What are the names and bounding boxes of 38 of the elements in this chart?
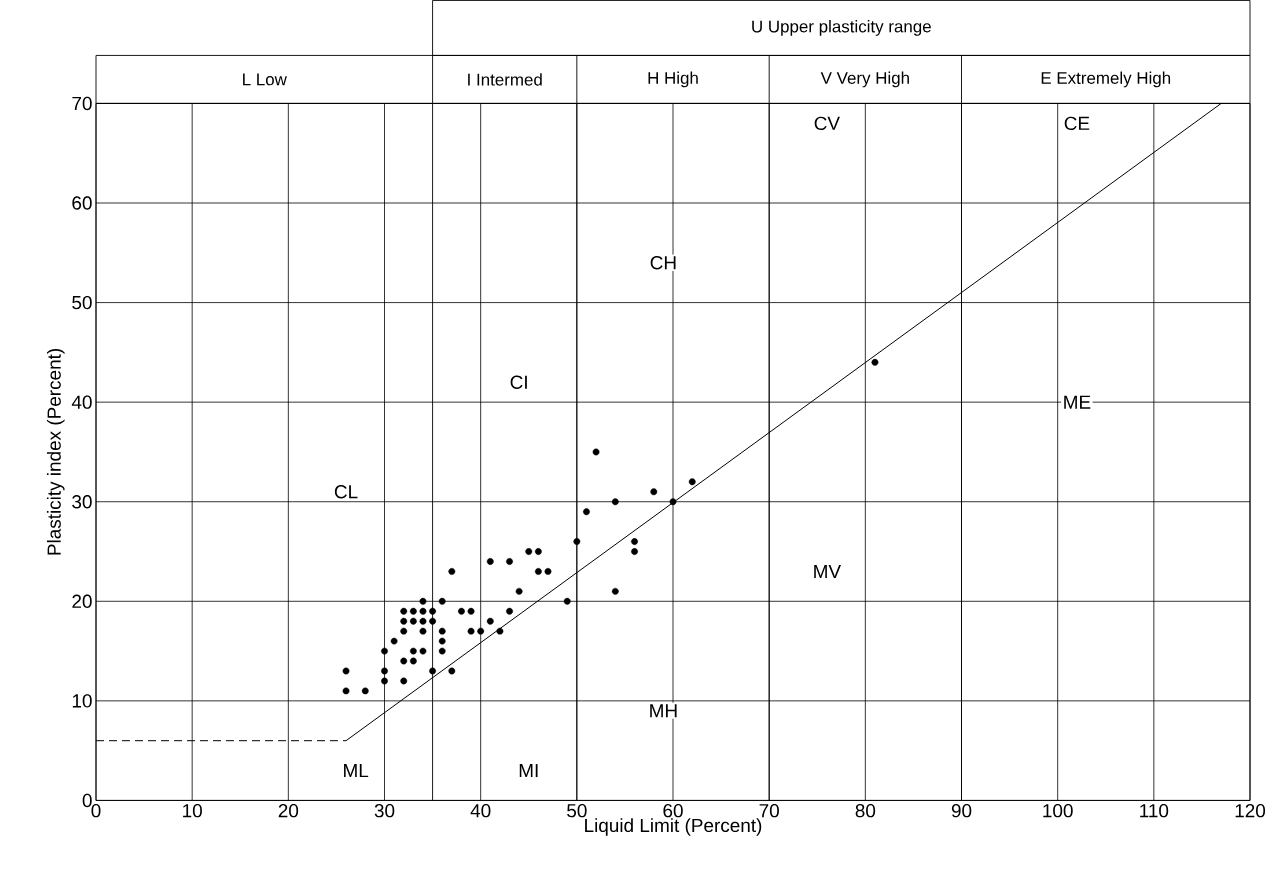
x-tick-label: 110 — [1140, 803, 1169, 818]
text: L Low — [243, 73, 287, 86]
annotation: MV — [814, 564, 841, 578]
annotation: MI — [519, 763, 538, 777]
x-axis-title: Liquid Limit (Percent) — [585, 817, 762, 836]
x-tick-label: 30 — [374, 803, 395, 818]
x-tick-label: 80 — [855, 803, 876, 818]
y-tick-label: 70 — [72, 96, 92, 110]
text: H High — [648, 71, 698, 88]
x-tick-label: 20 — [278, 803, 299, 818]
text: I Intermed — [468, 73, 542, 86]
annotation: ML — [344, 763, 369, 777]
y-tick-label: 30 — [72, 494, 92, 509]
x-tick-label: 50 — [567, 803, 587, 818]
x-tick-label: 70 — [759, 803, 779, 818]
annotation: CI — [510, 375, 527, 389]
text: V Very High — [820, 71, 909, 88]
x-tick-label: 100 — [1043, 803, 1073, 818]
y-tick-label: 50 — [72, 295, 92, 310]
y-axis-title: Plasticity index (Percent) — [46, 348, 65, 555]
y-tick-label: 20 — [72, 594, 92, 608]
x-tick-label: 120 — [1235, 803, 1266, 818]
annotation: CV — [814, 116, 840, 130]
y-tick-label: 10 — [72, 693, 92, 708]
x-tick-label: 60 — [663, 803, 683, 818]
annotation: MH — [650, 704, 677, 718]
annotation: ME — [1064, 395, 1091, 409]
annotation: CL — [334, 484, 358, 499]
y-tick-label: 0 — [82, 793, 92, 807]
y-tick-label: 60 — [72, 196, 92, 210]
annotation: CH — [650, 255, 676, 270]
x-tick-label: 40 — [470, 803, 491, 818]
text: E Extremely High — [1041, 71, 1171, 88]
x-tick-label: 10 — [183, 803, 202, 818]
y-tick-label: 40 — [71, 395, 92, 409]
text: U Upper plasticity range — [752, 19, 931, 36]
x-tick-label: 90 — [951, 803, 972, 818]
annotation: CE — [1064, 116, 1090, 130]
